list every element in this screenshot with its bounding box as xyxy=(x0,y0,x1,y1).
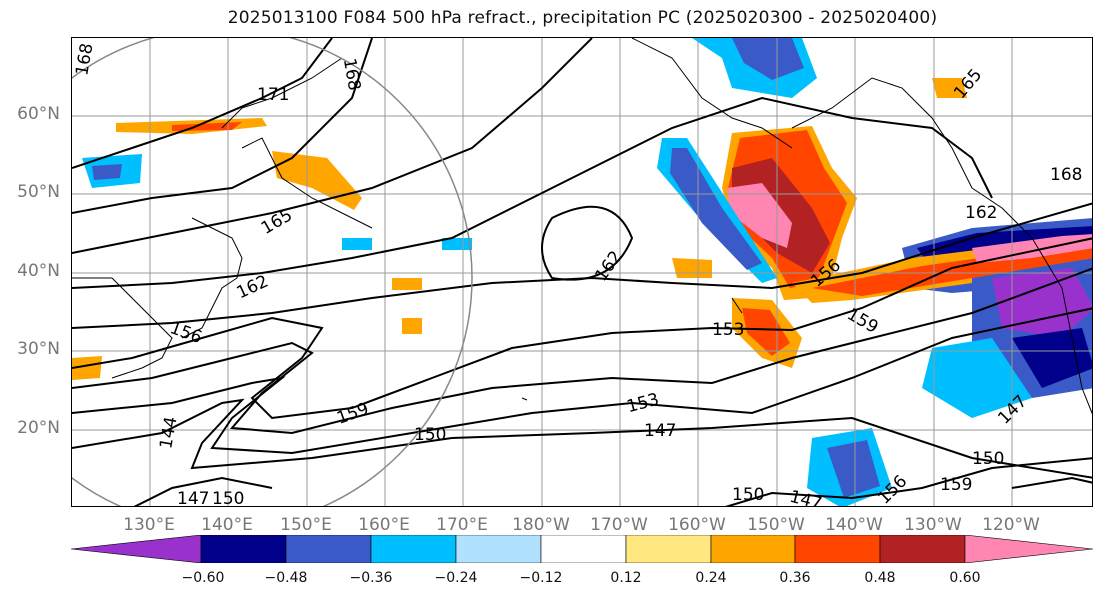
colorbar-segment xyxy=(625,535,712,563)
contour-label: 150 xyxy=(212,489,244,507)
colorbar-segment xyxy=(879,535,966,563)
precip-shading xyxy=(72,38,1092,506)
contour-label: 150 xyxy=(732,485,764,505)
colorbar-segment xyxy=(710,535,796,563)
contour-label: 150 xyxy=(972,449,1004,469)
colorbar-segment xyxy=(794,535,881,563)
map-panel[interactable]: 168 171 168 165 165 162 162 156 153 159 … xyxy=(71,37,1093,507)
lon-label-140w: 140°W xyxy=(825,515,883,535)
lon-label-130e: 130°E xyxy=(123,515,175,535)
colorbar-segment xyxy=(285,535,372,563)
refractivity-contours xyxy=(72,38,1092,506)
lon-label-150e: 150°E xyxy=(280,515,332,535)
colorbar-segment xyxy=(964,535,1093,563)
lon-label-160w: 160°W xyxy=(668,515,726,535)
contour-label: 165 xyxy=(258,205,296,239)
lat-label-40n: 40°N xyxy=(17,261,60,281)
lat-label-20n: 20°N xyxy=(17,418,60,438)
lon-label-170e: 170°E xyxy=(436,515,488,535)
contour-label: 153 xyxy=(625,390,662,418)
colorbar-tick: 0.24 xyxy=(695,570,727,586)
colorbar-tick: 0.60 xyxy=(949,570,981,586)
contour-label: 147 xyxy=(644,421,676,441)
contour-label: 156 xyxy=(167,318,204,348)
colorbar-tick: 0.48 xyxy=(864,570,896,586)
graticule xyxy=(72,38,1092,506)
colorbar-segments xyxy=(71,535,1093,563)
contour-label: 168 xyxy=(72,42,97,77)
colorbar-segment xyxy=(540,535,627,563)
map-title: 2025013100 F084 500 hPa refract., precip… xyxy=(227,8,938,28)
colorbar-tick: −0.36 xyxy=(349,570,393,586)
colorbar-segment xyxy=(71,535,202,563)
contour-label: 159 xyxy=(940,475,972,495)
lon-label-180w: 180°W xyxy=(512,515,570,535)
contour-label: 150 xyxy=(414,425,446,445)
projection-circle xyxy=(72,38,473,506)
lon-label-160e: 160°E xyxy=(358,515,410,535)
colorbar-tick: 0.36 xyxy=(779,570,811,586)
contour-label: 144 xyxy=(156,415,181,450)
colorbar-tick: −0.48 xyxy=(264,570,308,586)
contour-label: 147 xyxy=(177,489,209,507)
colorbar-tick: −0.24 xyxy=(434,570,478,586)
colorbar-tick: −0.60 xyxy=(181,570,225,586)
colorbar xyxy=(71,535,1093,563)
coastlines xyxy=(72,38,1092,415)
colorbar-segment xyxy=(200,535,287,563)
contour-label: 171 xyxy=(257,85,289,105)
colorbar-segment xyxy=(370,535,457,563)
lon-label-120w: 120°W xyxy=(982,515,1040,535)
contour-label: 162 xyxy=(965,203,997,223)
lon-label-150w: 150°W xyxy=(747,515,805,535)
contour-label: 159 xyxy=(843,304,881,338)
colorbar-segment xyxy=(455,535,542,563)
contour-label: 159 xyxy=(334,399,371,429)
lat-label-30n: 30°N xyxy=(17,339,60,359)
lon-label-170w: 170°W xyxy=(590,515,648,535)
colorbar-tick: −0.12 xyxy=(519,570,563,586)
contour-label: 168 xyxy=(1050,165,1082,185)
lat-label-60n: 60°N xyxy=(17,104,60,124)
contour-label: 153 xyxy=(712,320,744,340)
lat-label-50n: 50°N xyxy=(17,182,60,202)
map-canvas: 168 171 168 165 165 162 162 156 153 159 … xyxy=(72,38,1092,507)
lon-label-140e: 140°E xyxy=(201,515,253,535)
lon-label-130w: 130°W xyxy=(904,515,962,535)
contour-label: 168 xyxy=(339,57,364,92)
colorbar-tick: 0.12 xyxy=(610,570,642,586)
